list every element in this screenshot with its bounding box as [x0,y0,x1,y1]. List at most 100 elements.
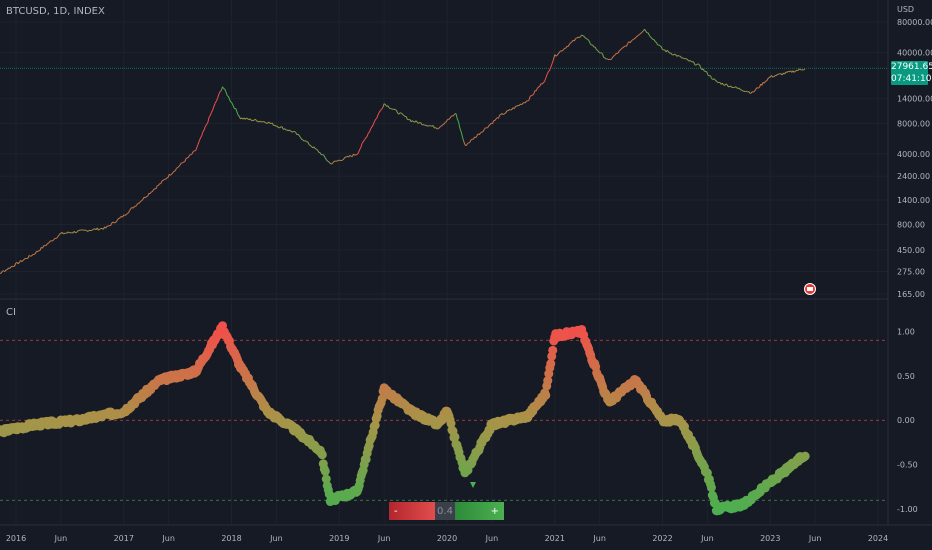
price-segment [254,118,257,121]
price-segment [170,173,172,176]
price-segment [498,114,501,119]
price-segment [189,154,191,156]
time-axis-label: Jun [161,534,175,543]
price-segment [296,133,299,136]
price-segment [797,68,800,71]
price-segment [347,155,349,158]
price-segment [644,28,647,32]
legend-value: 0.4 [435,502,455,520]
price-segment [507,109,510,112]
price-segment [56,235,59,238]
price-segment [31,254,34,257]
price-segment [475,135,478,138]
price-segment [212,106,215,111]
price-segment [258,120,261,123]
price-segment [716,80,718,83]
price-segment [167,174,170,178]
price-segment [545,74,548,79]
price-segment [604,57,607,60]
price-segment [342,158,345,161]
price-segment [571,39,574,43]
price-segment [229,99,232,103]
time-axis-labels: 2016 Jun 2017 Jun 2018 Jun 2019 Jun 2020 Jun 2021 J… [6,534,888,543]
ci-gradient-legend: - 0.4 + [389,502,504,520]
price-segment [48,241,51,244]
price-segment [130,207,133,209]
price-segment [461,136,465,142]
price-segment [300,137,303,140]
ci-point [541,390,551,400]
price-segment [463,141,466,145]
price-segment [361,141,364,144]
ci-point [543,376,553,386]
price-segment [581,34,584,37]
price-segment [249,118,252,121]
price-segment [276,125,279,128]
price-segment [316,148,318,151]
price-segment [343,156,346,160]
price-segment [505,110,508,114]
price-segment [55,237,58,239]
price-segment [381,106,384,110]
price-segment [702,68,705,72]
price-segment [771,75,774,78]
price-segment [755,87,758,90]
price-segment [585,37,587,40]
price-segment [610,57,613,60]
price-segment [27,255,30,259]
ci-axis-labels: 1.00 0.50 0.00 -0.50 -1.00 [897,327,918,514]
price-segment [209,112,212,116]
price-segment [330,162,332,165]
price-segment [759,83,762,88]
price-segment [803,68,806,71]
price-segment [537,86,539,89]
ci-axis-label: 0.00 [897,416,915,425]
indicator-title[interactable]: CI [6,307,16,318]
price-segment [45,243,48,246]
price-series [0,28,806,274]
price-segment [441,124,444,127]
symbol-title[interactable]: BTCUSD, 1D, INDEX [6,6,105,17]
price-segment [125,213,128,216]
price-segment [725,83,728,86]
price-segment [700,67,703,70]
price-segment [698,63,700,66]
price-segment [86,229,88,232]
price-segment [580,34,583,37]
price-segment [567,43,570,47]
time-axis-label: 2021 [545,534,565,543]
price-segment [730,85,733,88]
price-segment [123,214,126,216]
us-flag-icon[interactable] [804,283,816,295]
price-segment [201,131,204,137]
price-segment [264,121,267,124]
price-segment [763,81,766,84]
price-segment [543,81,545,83]
price-segment [348,155,351,158]
price-segment [322,154,325,156]
legend-negative: - [389,502,435,520]
price-segment [576,36,579,39]
price-axis-label: 450.00 [897,246,925,255]
price-segment [695,63,698,66]
price-segment [660,46,663,50]
ci-point [800,451,810,461]
price-segment [161,179,164,182]
price-segment [61,232,64,235]
price-segment [219,90,222,93]
price-segment [218,91,221,95]
price-segment [176,167,178,169]
price-segment [775,73,778,76]
price-segment [500,113,503,115]
price-segment [305,140,307,143]
price-segment [655,41,657,43]
price-segment [319,152,322,155]
price-segment [689,60,692,62]
price-segment [143,196,146,199]
price-axis-label: 1400.00 [897,196,930,205]
price-segment [110,222,113,226]
price-segment [153,188,156,190]
price-segment [337,159,340,162]
